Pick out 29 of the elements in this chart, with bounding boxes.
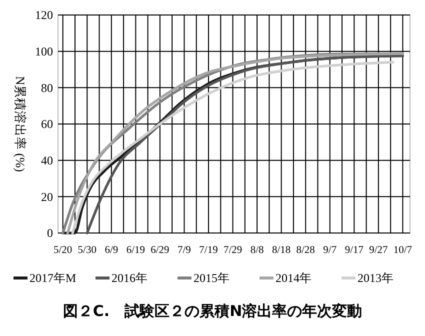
x-tick-label: 6/19 xyxy=(126,245,146,256)
x-tick-label: 5/30 xyxy=(78,245,96,256)
x-tick-label: 7/29 xyxy=(223,245,242,256)
x-tick-label: 8/18 xyxy=(272,245,291,256)
y-tick-label: 80 xyxy=(41,80,53,95)
x-tick-label: 9/17 xyxy=(344,245,364,256)
legend-label: 2014年 xyxy=(276,271,312,286)
x-tick-label: 7/19 xyxy=(199,245,218,256)
legend-label: 2013年 xyxy=(358,271,394,286)
x-tick-label: 8/8 xyxy=(250,245,264,256)
x-tick-label: 9/27 xyxy=(369,245,388,256)
x-tick-label: 7/9 xyxy=(178,245,191,256)
x-tick-label: 8/28 xyxy=(296,245,315,256)
legend-label: 2017年M xyxy=(30,271,76,286)
y-tick-label: 60 xyxy=(41,117,53,132)
x-tick-label: 9/7 xyxy=(323,245,337,256)
y-tick-label: 20 xyxy=(41,190,53,204)
y-tick-label: 0 xyxy=(47,226,53,240)
x-tick-label: 10/7 xyxy=(393,245,412,256)
x-tick-label: 6/29 xyxy=(150,245,170,256)
y-tick-label: 100 xyxy=(35,44,53,59)
legend-label: 2015年 xyxy=(194,271,230,286)
legend-label: 2016年 xyxy=(112,271,148,286)
x-tick-label: 5/20 xyxy=(54,245,72,256)
y-axis-title: N累積溶出率 (%) xyxy=(13,76,28,172)
y-tick-label: 120 xyxy=(35,8,53,22)
y-tick-label: 40 xyxy=(41,154,53,168)
text: 図２C. 試験区２の累積N溶出率の年次変動 xyxy=(62,302,362,320)
x-tick-label: 6/9 xyxy=(104,245,118,256)
